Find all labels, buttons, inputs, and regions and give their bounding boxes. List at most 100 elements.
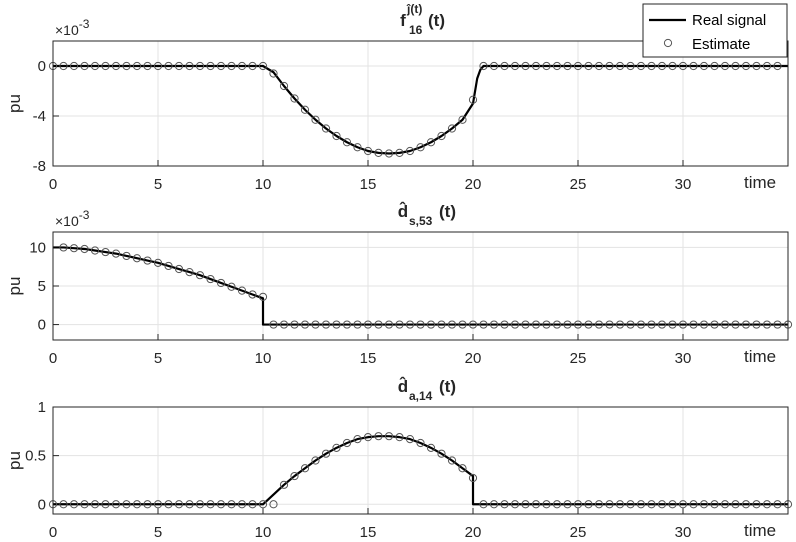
series-point-estimate [531, 320, 541, 329]
series-point-estimate [321, 320, 331, 329]
x-tick-label: 0 [49, 350, 57, 367]
x-tick-label: 20 [465, 524, 482, 541]
x-tick-label: 20 [465, 350, 482, 367]
series-point-estimate [195, 500, 205, 509]
series-point-estimate [731, 61, 740, 71]
series-point-estimate [626, 61, 635, 71]
series-point-estimate [185, 268, 194, 277]
series-point-estimate [468, 95, 478, 104]
series-point-estimate [416, 438, 425, 448]
series-point-estimate [752, 320, 761, 329]
series-point-estimate [395, 148, 404, 157]
x-tick-label: 20 [465, 176, 482, 193]
title-main: f [400, 11, 406, 30]
series-point-estimate [437, 131, 446, 141]
series-point-estimate [185, 61, 194, 71]
series-point-estimate [111, 500, 121, 509]
series-point-estimate [584, 61, 593, 71]
series-point-estimate [216, 278, 226, 288]
series-point-estimate [552, 61, 562, 71]
x-tick-label: 5 [154, 524, 162, 541]
series-point-estimate [101, 247, 110, 257]
y-tick-label: 10 [29, 239, 46, 256]
series-point-estimate [447, 456, 457, 465]
series-point-estimate [216, 61, 226, 71]
series-point-estimate [195, 61, 205, 71]
series-point-estimate [374, 432, 383, 441]
x-axis-label: time [744, 347, 776, 366]
series-point-estimate [710, 320, 719, 329]
axes-box [52, 231, 789, 341]
x-tick-label: 25 [570, 176, 587, 193]
exponent-base: ×10 [55, 213, 79, 229]
x-tick-label: 25 [570, 350, 587, 367]
series-point-estimate [363, 146, 373, 156]
series-point-estimate [447, 320, 457, 329]
legend-entry-estimate: Estimate [692, 36, 750, 53]
series-point-estimate [752, 61, 761, 71]
series-point-estimate [69, 244, 79, 253]
series-point-estimate [269, 320, 278, 329]
series-point-estimate [216, 500, 226, 509]
panel-title: d̂ a,14 (t) [398, 376, 456, 403]
series-point-estimate [248, 290, 257, 299]
panel-2: 0 5 10 15 20 25 30 0 5 10 time pu ×10-3 d̂ s,53 (t) [5, 201, 793, 367]
series-point-estimate [731, 500, 740, 509]
series-point-estimate [227, 61, 236, 71]
series-point-estimate [710, 61, 719, 71]
series-point-estimate [153, 500, 163, 509]
series-point-estimate [122, 500, 131, 509]
series-point-estimate [458, 464, 467, 473]
exponent-power: -3 [79, 208, 90, 222]
series-point-estimate [615, 61, 625, 71]
x-tick-label: 0 [49, 176, 57, 193]
series-point-estimate [678, 320, 688, 329]
series-point-estimate [710, 500, 719, 509]
series-point-estimate [458, 320, 467, 329]
series-point-estimate [615, 500, 625, 509]
series-point-estimate [437, 320, 446, 329]
series-point-estimate [573, 500, 583, 509]
title-tail: (t) [439, 202, 456, 221]
series-point-estimate [489, 500, 499, 509]
series-point-estimate [741, 500, 751, 509]
series-point-estimate [90, 500, 100, 509]
series-point-estimate [416, 320, 425, 329]
series-point-estimate [552, 320, 562, 329]
series-point-estimate [269, 500, 278, 509]
x-tick-label: 30 [675, 176, 692, 193]
series-point-estimate [458, 115, 467, 124]
panel-3: 0 5 10 15 20 25 30 0 0.5 1 time pu d̂ a,14 (t) [5, 376, 793, 541]
series-point-estimate [279, 320, 289, 329]
series-point-estimate [479, 61, 488, 71]
series-point-estimate [626, 500, 635, 509]
series-point-estimate [489, 320, 499, 329]
series-point-estimate [122, 251, 131, 261]
x-tick-label: 5 [154, 176, 162, 193]
series-point-estimate [668, 320, 677, 329]
x-tick-label: 30 [675, 524, 692, 541]
y-tick-label: 5 [38, 278, 46, 295]
axis-exponent: ×10-3 [55, 208, 90, 229]
series-point-estimate [174, 264, 184, 274]
series-point-estimate [321, 124, 331, 133]
series-point-estimate [773, 500, 782, 509]
series-point-estimate [584, 500, 593, 509]
series-point-estimate [762, 500, 772, 509]
series-point-estimate [353, 320, 362, 329]
series-point-estimate [699, 61, 709, 71]
series-point-estimate [741, 61, 751, 71]
series-point-estimate [227, 282, 236, 291]
series-point-estimate [248, 500, 257, 509]
x-tick-label: 5 [154, 350, 162, 367]
legend-entry-real-signal: Real signal [692, 12, 766, 29]
series-point-estimate [647, 320, 656, 329]
series-point-estimate [374, 320, 383, 329]
series-point-estimate [542, 500, 551, 509]
series-point-estimate [290, 94, 299, 103]
series-point-estimate [290, 471, 299, 481]
series-point-estimate [258, 61, 268, 71]
series-point-estimate [468, 320, 478, 329]
legend-swatch-marker [663, 38, 673, 48]
axes-box [52, 40, 789, 167]
